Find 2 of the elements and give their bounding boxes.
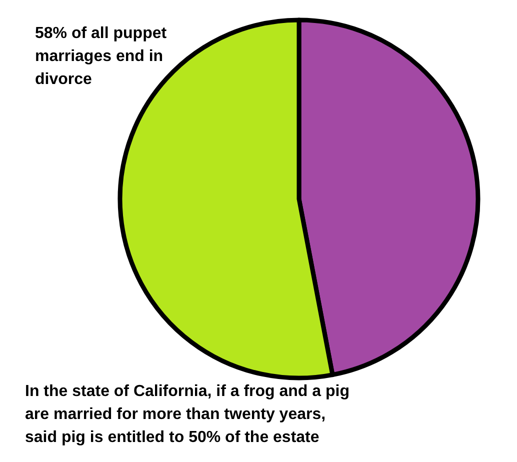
text: 58% of all puppet marriages end in divorce [35, 25, 168, 88]
text: In the state of California, if a frog and a pig are married for more than twenty years, said pig is entitled to 50% of the estate [25, 383, 350, 446]
